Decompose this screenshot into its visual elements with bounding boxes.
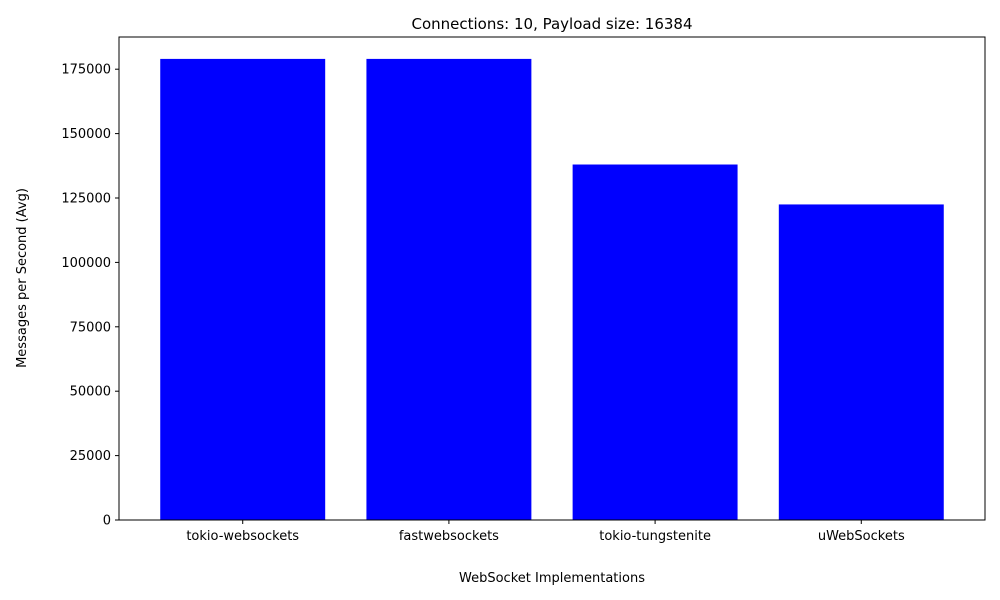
x-tick-label-tokio-tungstenite: tokio-tungstenite: [599, 529, 711, 544]
x-tick-label-uWebSockets: uWebSockets: [818, 529, 905, 544]
y-axis-label: Messages per Second (Avg): [15, 188, 30, 368]
y-tick-label: 125000: [61, 192, 111, 207]
bars-layer: [160, 58, 944, 521]
x-axis: tokio-websockets fastwebsockets tokio-tung…: [186, 520, 905, 544]
y-tick-label: 0: [103, 514, 111, 529]
y-tick-label: 150000: [61, 127, 111, 142]
x-tick-label-fastwebsockets: fastwebsockets: [399, 529, 499, 544]
y-axis: 0 25000 50000 75000 100000 125000 150000 175000: [61, 63, 119, 529]
y-tick-label: 175000: [61, 63, 111, 78]
y-tick-label: 100000: [61, 256, 111, 271]
bar-fastwebsockets: [366, 58, 532, 521]
y-tick-label: 50000: [70, 385, 111, 400]
plot-frame: [118, 36, 986, 521]
y-tick-label: 75000: [70, 320, 111, 335]
y-tick-label: 25000: [70, 449, 111, 464]
chart-title: Connections: 10, Payload size: 16384: [411, 15, 692, 33]
bar-tokio-tungstenite: [572, 164, 738, 520]
bar-uWebSockets: [778, 204, 944, 520]
x-tick-label-tokio-websockets: tokio-websockets: [186, 529, 299, 544]
x-axis-label: WebSocket Implementations: [459, 571, 645, 586]
bar-tokio-websockets: [160, 58, 326, 521]
